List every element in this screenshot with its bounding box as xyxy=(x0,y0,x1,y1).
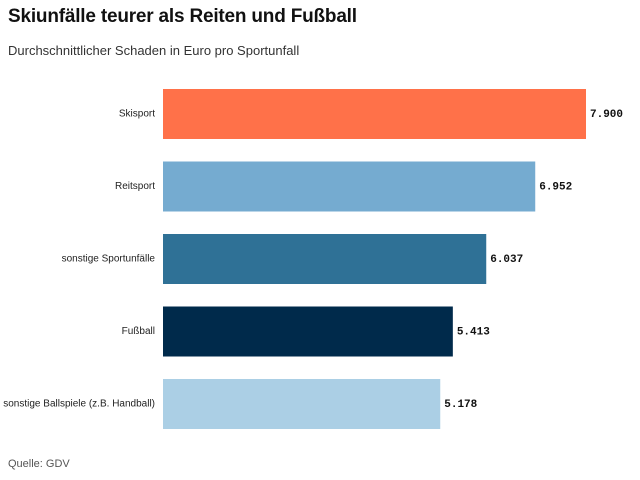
bar-reitsport xyxy=(163,161,536,212)
category-label-sonstige-ballspiele-z-b-handball: sonstige Ballspiele (z.B. Handball) xyxy=(3,399,155,410)
value-label-reitsport: 6.952 xyxy=(539,181,572,193)
category-label-skisport: Skisport xyxy=(119,109,155,120)
bar-sonstige-sportunfaelle xyxy=(163,234,487,284)
chart-subtitle: Durchschnittlicher Schaden in Euro pro S… xyxy=(8,43,300,58)
category-label-fussball: Fußball xyxy=(122,326,155,337)
bar-sonstige-ballspiele-z-b-handball xyxy=(163,379,441,429)
value-label-skisport: 7.900 xyxy=(590,109,623,121)
category-label-reitsport: Reitsport xyxy=(115,181,155,192)
value-label-fussball: 5.413 xyxy=(457,326,490,338)
category-label-sonstige-sportunfaelle: sonstige Sportunfälle xyxy=(62,254,156,265)
bar-fussball xyxy=(163,306,453,357)
chart-title: Skiunfälle teurer als Reiten und Fußball xyxy=(8,6,357,27)
value-label-sonstige-sportunfaelle: 6.037 xyxy=(490,254,523,266)
value-label-sonstige-ballspiele-z-b-handball: 5.178 xyxy=(444,399,477,411)
bar-skisport xyxy=(163,89,586,139)
source-note: Quelle: GDV xyxy=(8,458,70,470)
